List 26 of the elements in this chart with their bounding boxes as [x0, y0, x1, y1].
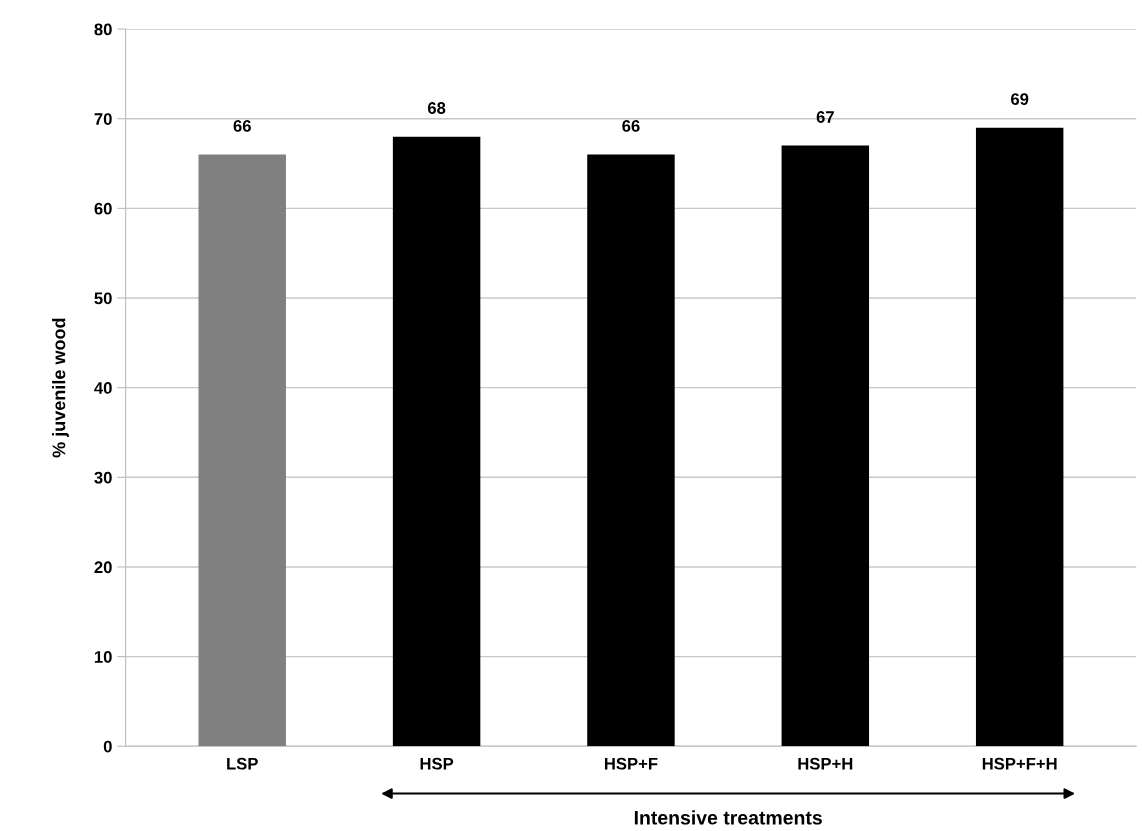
x-tick-label: HSP+F+H: [982, 757, 1057, 770]
y-tick-label: 40: [94, 382, 112, 394]
data-label: 67: [816, 111, 834, 123]
x-tick-label: HSP+F: [604, 757, 658, 770]
y-tick-label: 60: [94, 202, 112, 215]
y-tick-label: 70: [94, 113, 112, 125]
y-axis-title: % juvenile wood: [52, 318, 69, 458]
y-tick-label: 0: [103, 740, 112, 753]
x-tick-label: LSP: [227, 757, 258, 770]
bar: [587, 154, 675, 747]
data-label: 66: [233, 120, 251, 132]
bar: [198, 154, 286, 747]
bar: [975, 127, 1064, 747]
bar: [781, 145, 870, 747]
y-tick-label: 80: [94, 23, 112, 36]
y-tick-label: 10: [94, 650, 112, 663]
text: Intensive treatments: [634, 810, 822, 825]
y-tick-label: 20: [94, 561, 112, 574]
y-tick-label: 50: [94, 292, 112, 305]
data-label: 69: [1011, 93, 1029, 105]
bar: [392, 136, 481, 747]
data-label: 66: [622, 120, 640, 132]
y-tick-label: 30: [94, 471, 112, 484]
data-label: 68: [427, 102, 446, 114]
x-tick-label: HSP+H: [798, 757, 853, 770]
x-tick-label: HSP: [420, 757, 454, 770]
